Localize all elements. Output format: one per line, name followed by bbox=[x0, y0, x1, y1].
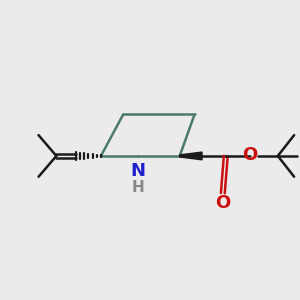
Polygon shape bbox=[180, 152, 202, 160]
Text: O: O bbox=[242, 146, 257, 164]
Text: O: O bbox=[215, 194, 230, 212]
Text: N: N bbox=[130, 162, 146, 180]
Text: H: H bbox=[132, 180, 145, 195]
